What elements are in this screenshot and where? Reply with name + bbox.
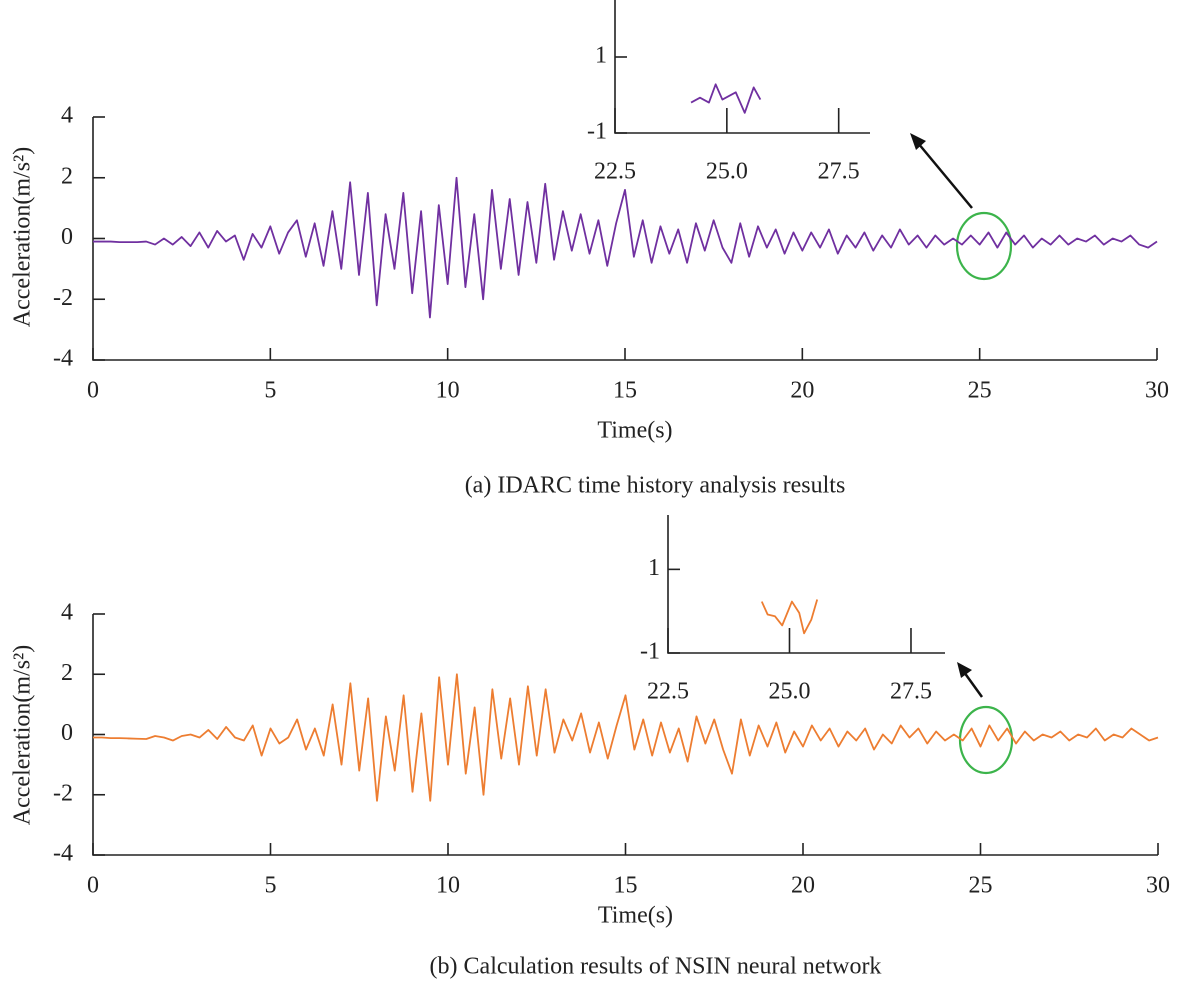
y-tick-label: 4 [61,600,73,626]
y-axis-label: Acceleration(m/s²) [10,645,36,825]
highlight-ellipse [955,211,1013,281]
caption: (a) IDARC time history analysis results [465,473,846,499]
x-tick-label: 25 [968,378,992,404]
x-tick-label: 5 [265,873,277,899]
x-tick-label: 27.5 [890,679,932,705]
axis [92,614,1158,856]
y-axis-label: Acceleration(m/s²) [10,147,36,327]
x-tick-label: 20 [791,873,815,899]
arrow-head [910,133,926,150]
x-tick-label: 25.0 [706,159,748,185]
y-tick-label: -2 [53,285,73,311]
y-tick-label: -1 [640,639,660,665]
arrow [917,142,973,209]
y-tick-label: 0 [61,720,73,746]
y-tick-label: 4 [61,103,73,129]
caption: (b) Calculation results of NSIN neural n… [430,954,882,980]
axis [92,117,1157,361]
y-tick-label: 2 [61,660,73,686]
x-tick-label: 10 [436,378,460,404]
axis [667,515,945,654]
x-tick-label: 15 [613,378,637,404]
y-tick-label: 1 [595,43,607,69]
x-axis-label: Time(s) [597,418,672,444]
y-tick-label: 2 [61,163,73,189]
x-tick-label: 22.5 [647,679,689,705]
highlight-ellipse [958,705,1014,775]
x-tick-label: 15 [614,873,638,899]
x-tick-label: 27.5 [818,159,860,185]
x-tick-label: 22.5 [594,159,636,185]
x-axis-label: Time(s) [598,903,673,929]
y-tick-label: -1 [587,119,607,145]
y-tick-label: -4 [53,346,73,372]
y-tick-label: 0 [61,224,73,250]
x-tick-label: 30 [1145,378,1169,404]
y-tick-label: 1 [648,555,660,581]
x-tick-label: 20 [790,378,814,404]
data-line [93,176,1158,319]
arrow [962,671,984,698]
x-tick-label: 10 [436,873,460,899]
x-tick-label: 5 [264,378,276,404]
data-line [690,83,762,114]
x-tick-label: 25 [969,873,993,899]
y-tick-label: -4 [53,841,73,867]
x-tick-label: 0 [87,378,99,404]
y-tick-label: -2 [53,780,73,806]
x-tick-label: 30 [1146,873,1170,899]
x-tick-label: 0 [87,873,99,899]
data-line [93,673,1159,802]
x-tick-label: 25.0 [768,679,810,705]
axis [614,0,870,134]
data-line [760,599,819,635]
arrow-head [957,662,972,678]
